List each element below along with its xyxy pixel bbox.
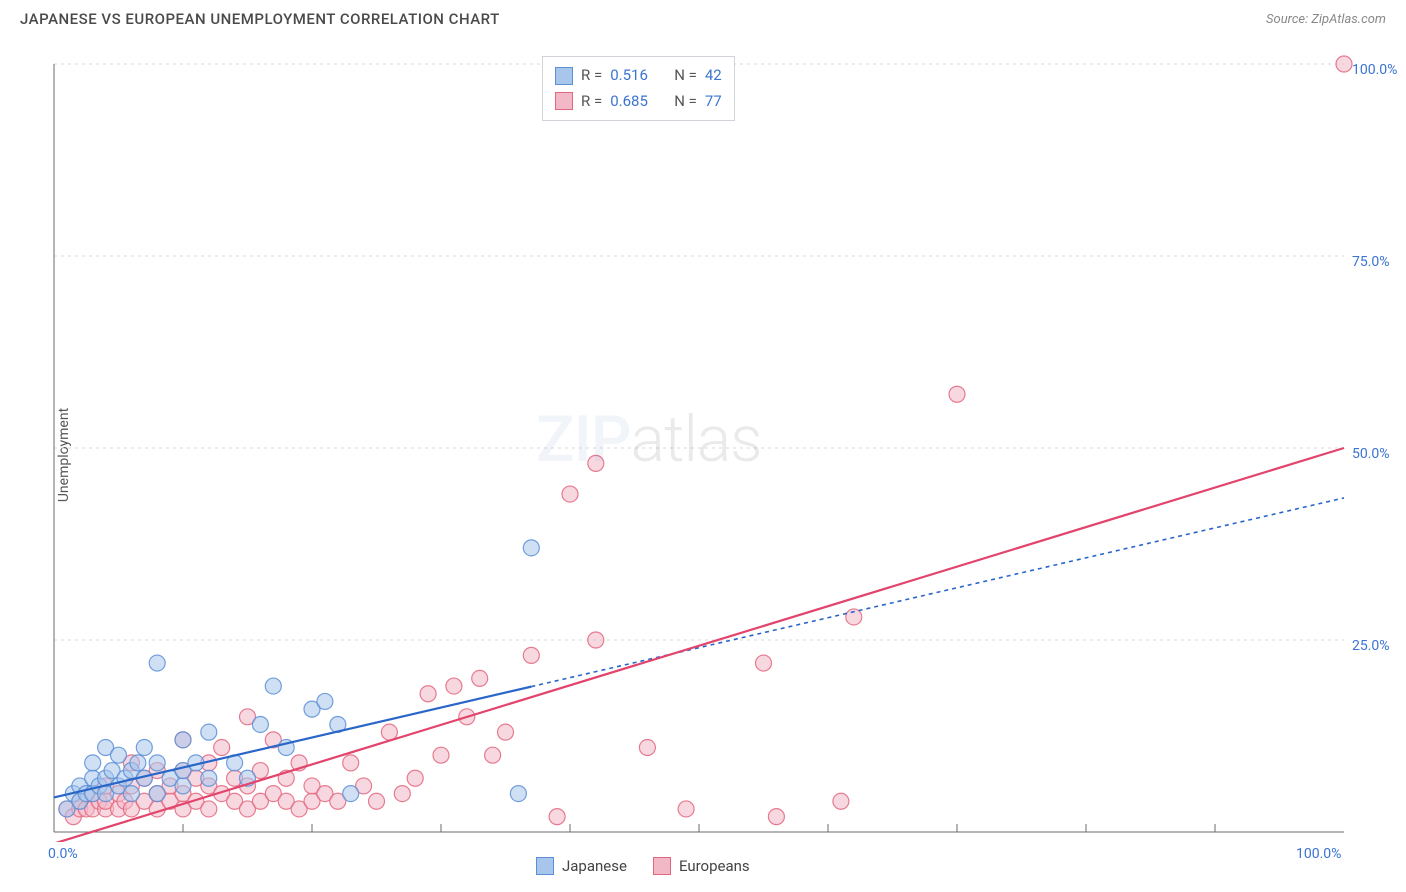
stat-r-value: 0.516 <box>610 63 666 89</box>
swatch-icon <box>653 857 671 875</box>
axis-tick-label: 100.0% <box>1352 62 1397 78</box>
stat-r-value: 0.685 <box>610 89 666 115</box>
stats-row-europeans: R = 0.685 N = 77 <box>555 89 722 115</box>
stats-row-japanese: R = 0.516 N = 42 <box>555 63 722 89</box>
chart-title: JAPANESE VS EUROPEAN UNEMPLOYMENT CORREL… <box>20 10 500 28</box>
stat-r-label: R = <box>581 89 602 115</box>
stat-n-label: N = <box>674 89 697 115</box>
axis-tick-label: 0.0% <box>48 846 78 862</box>
chart-area: Unemployment R =0.516N =42R =0.685N =77 … <box>46 52 1386 842</box>
axis-tick-label: 25.0% <box>1352 638 1390 654</box>
legend: Japanese Europeans <box>536 857 750 875</box>
axis-tick-label: 75.0% <box>1352 254 1390 270</box>
axis-tick-label: 50.0% <box>1352 446 1390 462</box>
legend-label: Europeans <box>679 857 750 875</box>
swatch-icon <box>536 857 554 875</box>
swatch-icon <box>555 67 573 85</box>
scatter-plot <box>46 52 1386 842</box>
legend-item-europeans: Europeans <box>653 857 750 875</box>
stat-r-label: R = <box>581 63 602 89</box>
legend-item-japanese: Japanese <box>536 857 627 875</box>
correlation-stats-box: R = 0.516 N = 42 R = 0.685 N = 77 <box>542 56 735 121</box>
stat-n-value: 77 <box>705 89 722 115</box>
axis-tick-label: 100.0% <box>1296 846 1341 862</box>
source-label: Source: ZipAtlas.com <box>1266 12 1386 27</box>
swatch-icon <box>555 92 573 110</box>
stat-n-label: N = <box>674 63 697 89</box>
header: JAPANESE VS EUROPEAN UNEMPLOYMENT CORREL… <box>0 0 1406 34</box>
stat-n-value: 42 <box>705 63 722 89</box>
legend-label: Japanese <box>562 857 627 875</box>
